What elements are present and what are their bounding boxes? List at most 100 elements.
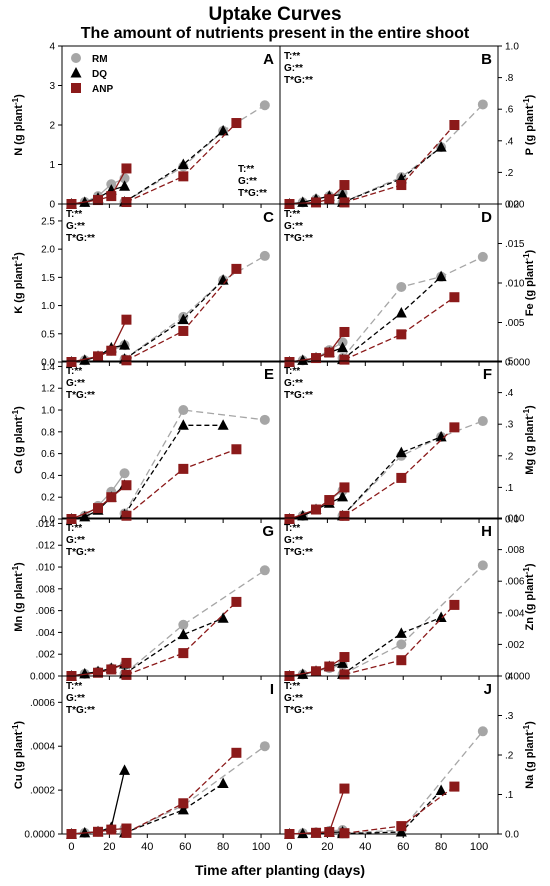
stats-label: T:**: [284, 523, 300, 534]
series-line-early: [289, 656, 345, 677]
data-point-anp: [284, 514, 295, 524]
stats-label: T:**: [238, 164, 254, 175]
series-anp: [284, 292, 460, 367]
series-dq: [283, 270, 447, 367]
stats-label: T*G:**: [66, 390, 95, 401]
series-anp: [66, 596, 242, 681]
data-point-anp: [231, 596, 242, 607]
y-tick-label: .010: [36, 563, 56, 574]
y-tick-label: .004: [36, 628, 56, 639]
data-point-dq: [177, 313, 189, 325]
series-dq: [283, 430, 447, 524]
series-dq: [283, 611, 447, 681]
series-line-early: [71, 662, 127, 677]
data-point-anp: [284, 829, 295, 839]
panel-f: 0.0 .1 .2 .3 .4 .5 Mg (g plant-1) F T:**G:**T*G:…: [279, 357, 536, 526]
stats-label: T*G:**: [284, 547, 313, 558]
data-point-anp: [121, 657, 132, 668]
stats-label: T*G:**: [66, 233, 95, 244]
data-point-rm: [259, 565, 270, 576]
panel-b: 0.0 .2 .4 .6 .8 1.0 P (g plant-1) B T:**G:**T*G:…: [279, 42, 536, 211]
stats-label: G:**: [284, 63, 303, 74]
panel-letter: B: [481, 51, 492, 68]
y-tick-label: 1.0: [41, 406, 55, 417]
data-point-anp: [121, 669, 132, 680]
y-tick-label: 0.8: [41, 427, 55, 438]
data-point-anp: [449, 599, 460, 610]
legend-marker-dq: [70, 67, 82, 78]
data-point-anp: [449, 120, 460, 130]
data-point-anp: [66, 829, 77, 839]
y-tick-label: .2: [505, 168, 514, 179]
data-point-anp: [339, 828, 350, 839]
data-point-anp: [311, 197, 322, 208]
series-line-late: [342, 146, 442, 204]
data-point-rm: [477, 560, 488, 571]
data-point-anp: [106, 492, 117, 503]
series-line-early: [71, 770, 126, 835]
series-line-early: [71, 168, 128, 205]
y-tick-label: .0006: [30, 698, 55, 709]
data-point-anp: [284, 357, 295, 367]
data-point-anp: [311, 353, 322, 364]
series-line-late: [126, 601, 237, 676]
data-point-anp: [231, 747, 242, 758]
y-tick-label: .002: [36, 650, 56, 661]
data-point-anp: [324, 347, 335, 358]
stats-label: T*G:**: [284, 233, 313, 244]
y-tick-label: .1: [505, 790, 514, 801]
y-tick-label: 3: [49, 81, 55, 92]
series-line-early: [71, 319, 128, 363]
data-point-anp: [178, 463, 189, 474]
y-tick-label: .014: [36, 519, 56, 530]
panel-letter: A: [263, 51, 274, 68]
data-point-anp: [178, 648, 189, 659]
y-tick-label: 0.0000: [24, 830, 55, 841]
legend-marker-rm: [71, 53, 81, 63]
data-point-anp: [121, 480, 132, 491]
panel-frame: [61, 203, 281, 363]
series-line-late: [126, 122, 237, 203]
series-line-late: [124, 745, 266, 834]
series-line-late: [342, 436, 442, 517]
data-point-anp: [106, 824, 117, 835]
series-line-early: [289, 486, 345, 520]
data-point-anp: [339, 482, 350, 493]
series-line-late: [124, 255, 266, 360]
data-point-anp: [121, 314, 132, 325]
data-point-anp: [66, 514, 77, 524]
data-point-anp: [93, 667, 104, 678]
x-tick-label: 0: [286, 841, 292, 853]
data-point-anp: [311, 504, 322, 515]
y-tick-label: .004: [505, 608, 525, 619]
series-line-late: [124, 617, 224, 675]
series-line-early: [289, 184, 345, 205]
series-line-late: [342, 730, 484, 834]
x-tick-label: 100: [252, 841, 270, 853]
y-tick-label: 2: [49, 121, 55, 132]
panel-frame: [279, 45, 499, 205]
data-point-anp: [339, 180, 350, 191]
panel-a: 0 1 2 3 4 N (g plant-1) A T:**G:**T*G:** RM DQ ANP: [11, 42, 281, 211]
figure-title: Uptake Curves: [208, 4, 342, 25]
data-point-anp: [106, 345, 117, 356]
series-line-late: [342, 564, 484, 675]
series-anp: [284, 599, 460, 681]
series-anp: [284, 781, 460, 839]
data-point-dq: [337, 657, 349, 668]
data-point-rm: [259, 250, 270, 261]
y-tick-label: .2: [505, 451, 514, 462]
x-tick-label: 60: [179, 841, 191, 853]
data-point-anp: [339, 197, 350, 208]
legend-label-anp: ANP: [92, 84, 113, 95]
y-tick-label: .6: [505, 105, 514, 116]
y-tick-label: .006: [505, 577, 525, 588]
y-tick-label: 0.4: [41, 471, 55, 482]
panel-letter: D: [481, 209, 492, 226]
y-tick-label: .5: [505, 357, 514, 368]
y-axis-title: K (g plant-1): [11, 252, 25, 314]
data-point-dq: [395, 307, 407, 318]
data-point-anp: [339, 510, 350, 521]
data-point-dq: [435, 784, 447, 796]
series-line-early: [289, 788, 346, 835]
